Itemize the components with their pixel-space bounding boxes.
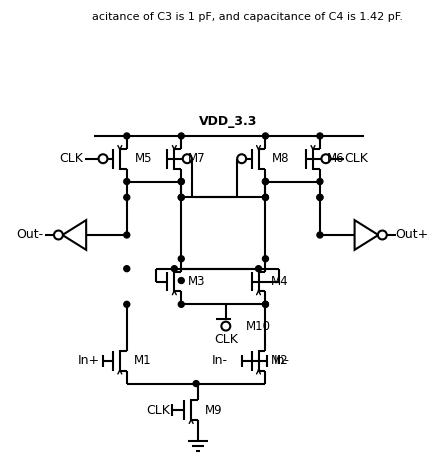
Circle shape xyxy=(263,256,268,262)
Circle shape xyxy=(221,322,230,330)
Text: Out-: Out- xyxy=(16,228,43,241)
Circle shape xyxy=(124,133,130,139)
Circle shape xyxy=(317,178,323,184)
Circle shape xyxy=(183,154,192,163)
Circle shape xyxy=(263,301,268,307)
Text: CLK: CLK xyxy=(146,404,170,417)
Circle shape xyxy=(378,231,387,240)
Circle shape xyxy=(263,178,268,184)
Circle shape xyxy=(98,154,107,163)
Circle shape xyxy=(124,301,130,307)
Text: M1: M1 xyxy=(134,354,151,367)
Circle shape xyxy=(317,133,323,139)
Circle shape xyxy=(124,178,130,184)
Circle shape xyxy=(321,154,330,163)
Text: M3: M3 xyxy=(188,275,206,288)
Text: In+: In+ xyxy=(78,354,100,367)
Circle shape xyxy=(178,178,184,184)
Text: VDD_3.3: VDD_3.3 xyxy=(198,115,257,128)
Text: Out+: Out+ xyxy=(396,228,429,241)
Text: CLK: CLK xyxy=(344,152,368,165)
Circle shape xyxy=(317,194,323,200)
Circle shape xyxy=(171,266,177,271)
Circle shape xyxy=(54,231,63,240)
Circle shape xyxy=(255,266,262,271)
Text: M10: M10 xyxy=(246,320,271,333)
Text: In-: In- xyxy=(212,354,228,367)
Circle shape xyxy=(178,178,184,184)
Circle shape xyxy=(178,256,184,262)
Circle shape xyxy=(263,194,268,200)
Circle shape xyxy=(178,301,184,307)
Circle shape xyxy=(178,194,184,200)
Text: M8: M8 xyxy=(271,152,289,165)
Circle shape xyxy=(263,133,268,139)
Text: acitance of C3 is 1 pF, and capacitance of C4 is 1.42 pF.: acitance of C3 is 1 pF, and capacitance … xyxy=(92,12,403,22)
Circle shape xyxy=(178,194,184,200)
Text: CLK: CLK xyxy=(59,152,83,165)
Text: In-: In- xyxy=(273,354,289,367)
Text: CLK: CLK xyxy=(214,334,238,346)
Circle shape xyxy=(178,133,184,139)
Circle shape xyxy=(263,178,268,184)
Circle shape xyxy=(124,232,130,238)
Circle shape xyxy=(317,194,323,200)
Circle shape xyxy=(124,194,130,200)
Circle shape xyxy=(193,380,199,387)
Circle shape xyxy=(124,266,130,271)
Circle shape xyxy=(237,154,246,163)
Circle shape xyxy=(178,278,184,284)
Circle shape xyxy=(263,194,268,200)
Text: M6: M6 xyxy=(327,152,344,165)
Text: M7: M7 xyxy=(188,152,206,165)
Circle shape xyxy=(317,232,323,238)
Circle shape xyxy=(263,301,268,307)
Text: M2: M2 xyxy=(271,354,288,367)
Text: M9: M9 xyxy=(205,404,223,417)
Text: M4: M4 xyxy=(271,275,288,288)
Text: M5: M5 xyxy=(135,152,152,165)
